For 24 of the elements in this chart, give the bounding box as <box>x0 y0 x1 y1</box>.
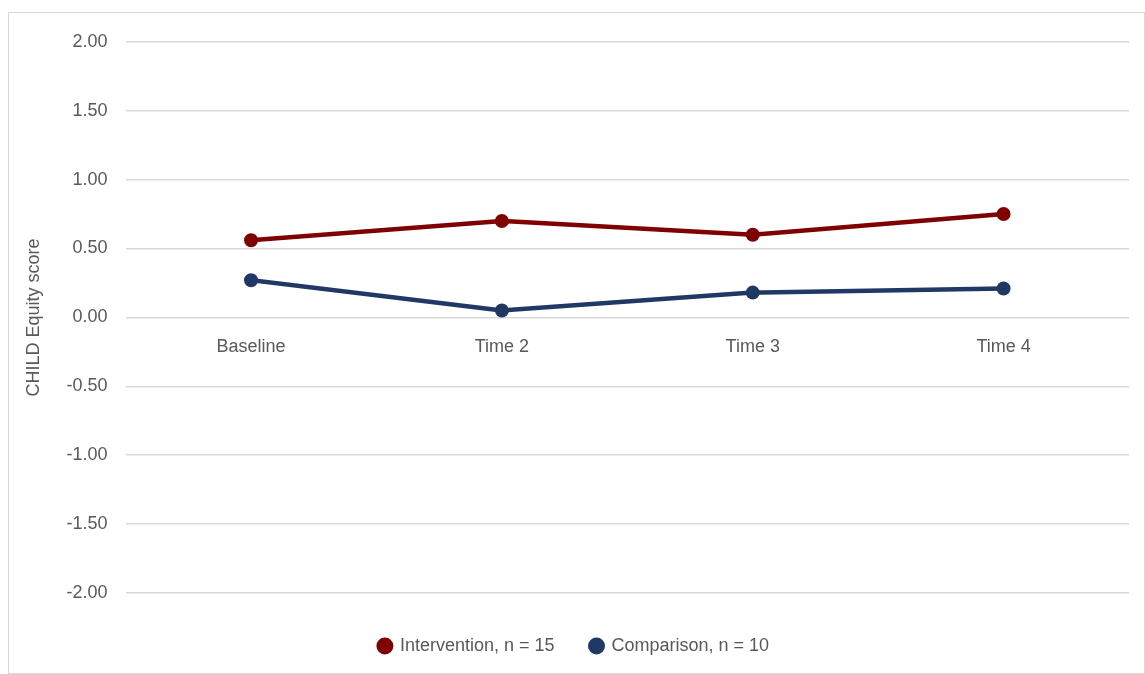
y-axis-title: CHILD Equity score <box>22 238 43 397</box>
y-tick-label: -1.50 <box>66 513 108 534</box>
y-tick-label: -1.00 <box>66 444 108 465</box>
point <box>244 233 259 248</box>
y-tick-label: 0.00 <box>72 306 108 327</box>
point <box>244 273 259 288</box>
point <box>996 281 1011 296</box>
y-tick-label: 1.00 <box>72 168 108 189</box>
y-tick-label: -0.50 <box>66 375 108 396</box>
legend-label: Comparison, n = 10 <box>611 634 770 655</box>
y-tick-label: 2.00 <box>72 30 108 51</box>
point <box>494 303 509 318</box>
x-tick-label: Time 2 <box>474 336 530 357</box>
x-tick-label: Time 3 <box>725 336 780 357</box>
legend-label: Intervention, n = 15 <box>399 634 555 655</box>
point <box>996 207 1011 222</box>
point <box>745 227 760 242</box>
y-tick-label: 0.50 <box>72 237 108 258</box>
y-tick-label: -2.00 <box>66 581 108 602</box>
x-tick-label: Time 4 <box>976 336 1031 357</box>
point <box>745 285 760 300</box>
point <box>494 213 509 228</box>
y-tick-label: 1.50 <box>72 99 108 120</box>
x-tick-label: Baseline <box>216 336 286 357</box>
